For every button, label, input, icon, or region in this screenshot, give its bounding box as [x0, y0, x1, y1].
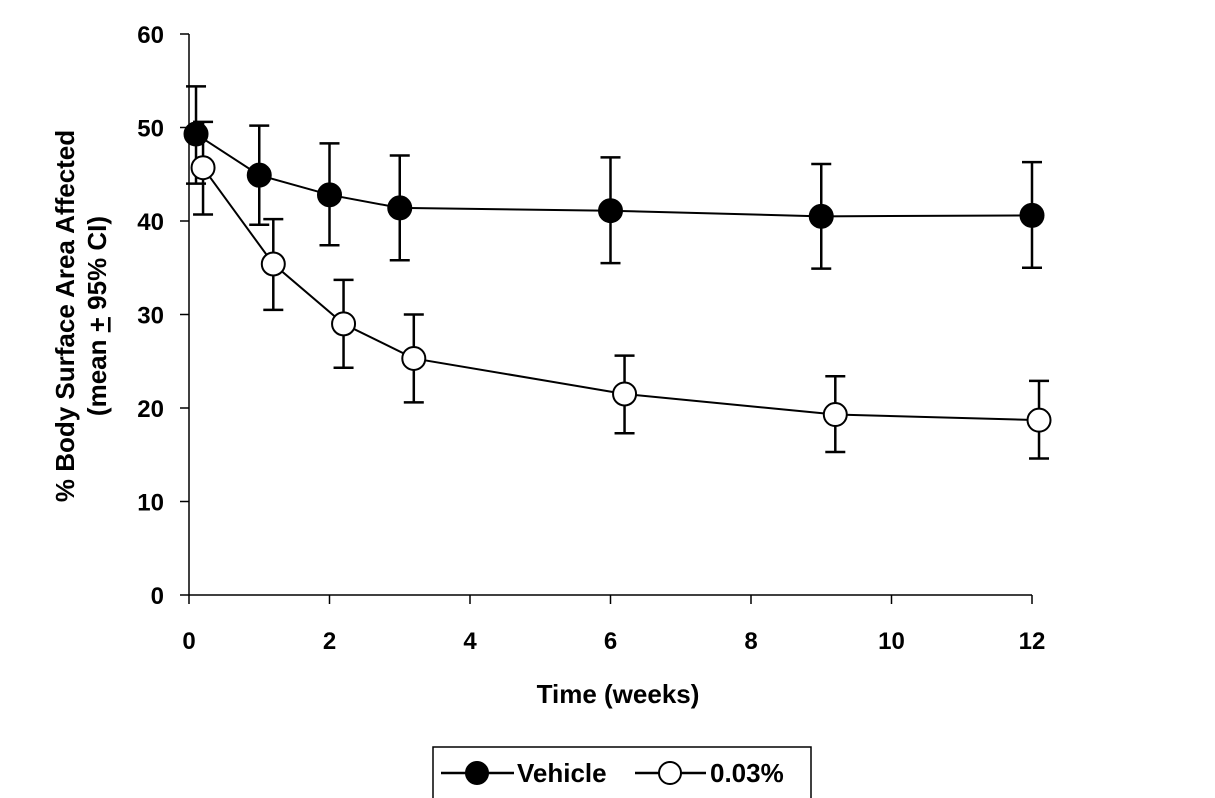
y-tick-label: 60	[137, 22, 164, 49]
data-point	[822, 402, 848, 428]
series-layer	[183, 85, 1052, 460]
legend-label-003: 0.03%	[710, 758, 784, 788]
data-point	[401, 345, 427, 371]
data-point	[260, 251, 286, 277]
y-tick-label: 10	[137, 490, 164, 517]
data-point	[317, 182, 342, 208]
y-tick-label: 30	[137, 303, 164, 330]
y-tick-label: 0	[151, 583, 164, 610]
x-axis-label: Time (weeks)	[537, 679, 700, 709]
series-vehicle	[183, 85, 1045, 270]
data-point	[612, 381, 638, 407]
data-point	[246, 162, 272, 188]
y-axis-label: % Body Surface Area Affected (mean + 95%…	[50, 130, 112, 502]
x-tick-label: 8	[744, 628, 757, 655]
x-tick-label: 6	[604, 628, 617, 655]
y-axis-label-line2: (mean + 95% CI)	[82, 216, 112, 416]
axes: 0 10 20 30 40 50 60 0 2 4 6 8 10 12	[137, 22, 1045, 655]
data-point	[387, 195, 413, 221]
data-point	[1026, 407, 1052, 433]
x-tick-label: 10	[878, 628, 905, 655]
y-axis-label-line1: % Body Surface Area Affected	[50, 130, 80, 502]
data-point	[598, 198, 623, 224]
axis-labels: Time (weeks) % Body Surface Area Affecte…	[50, 130, 699, 709]
x-tick-label: 4	[463, 628, 477, 655]
x-tick-label: 0	[182, 628, 195, 655]
data-point	[331, 311, 357, 337]
x-tick-label: 12	[1019, 628, 1046, 655]
series-003	[190, 120, 1052, 460]
y-axis-label-suffix: 95% CI)	[82, 216, 112, 317]
legend-marker-vehicle	[465, 761, 489, 785]
data-point	[190, 155, 216, 181]
y-tick-label: 40	[137, 209, 164, 236]
y-axis-label-prefix: (mean	[82, 332, 112, 416]
y-tick-label: 50	[137, 116, 164, 143]
legend-label-vehicle: Vehicle	[517, 758, 607, 788]
data-point	[808, 203, 834, 229]
plus-minus-symbol: +	[82, 317, 112, 332]
legend-marker-003	[658, 761, 682, 785]
data-point	[1019, 202, 1045, 228]
y-tick-label: 20	[137, 396, 164, 423]
x-tick-label: 2	[323, 628, 336, 655]
legend: Vehicle 0.03%	[432, 746, 812, 798]
